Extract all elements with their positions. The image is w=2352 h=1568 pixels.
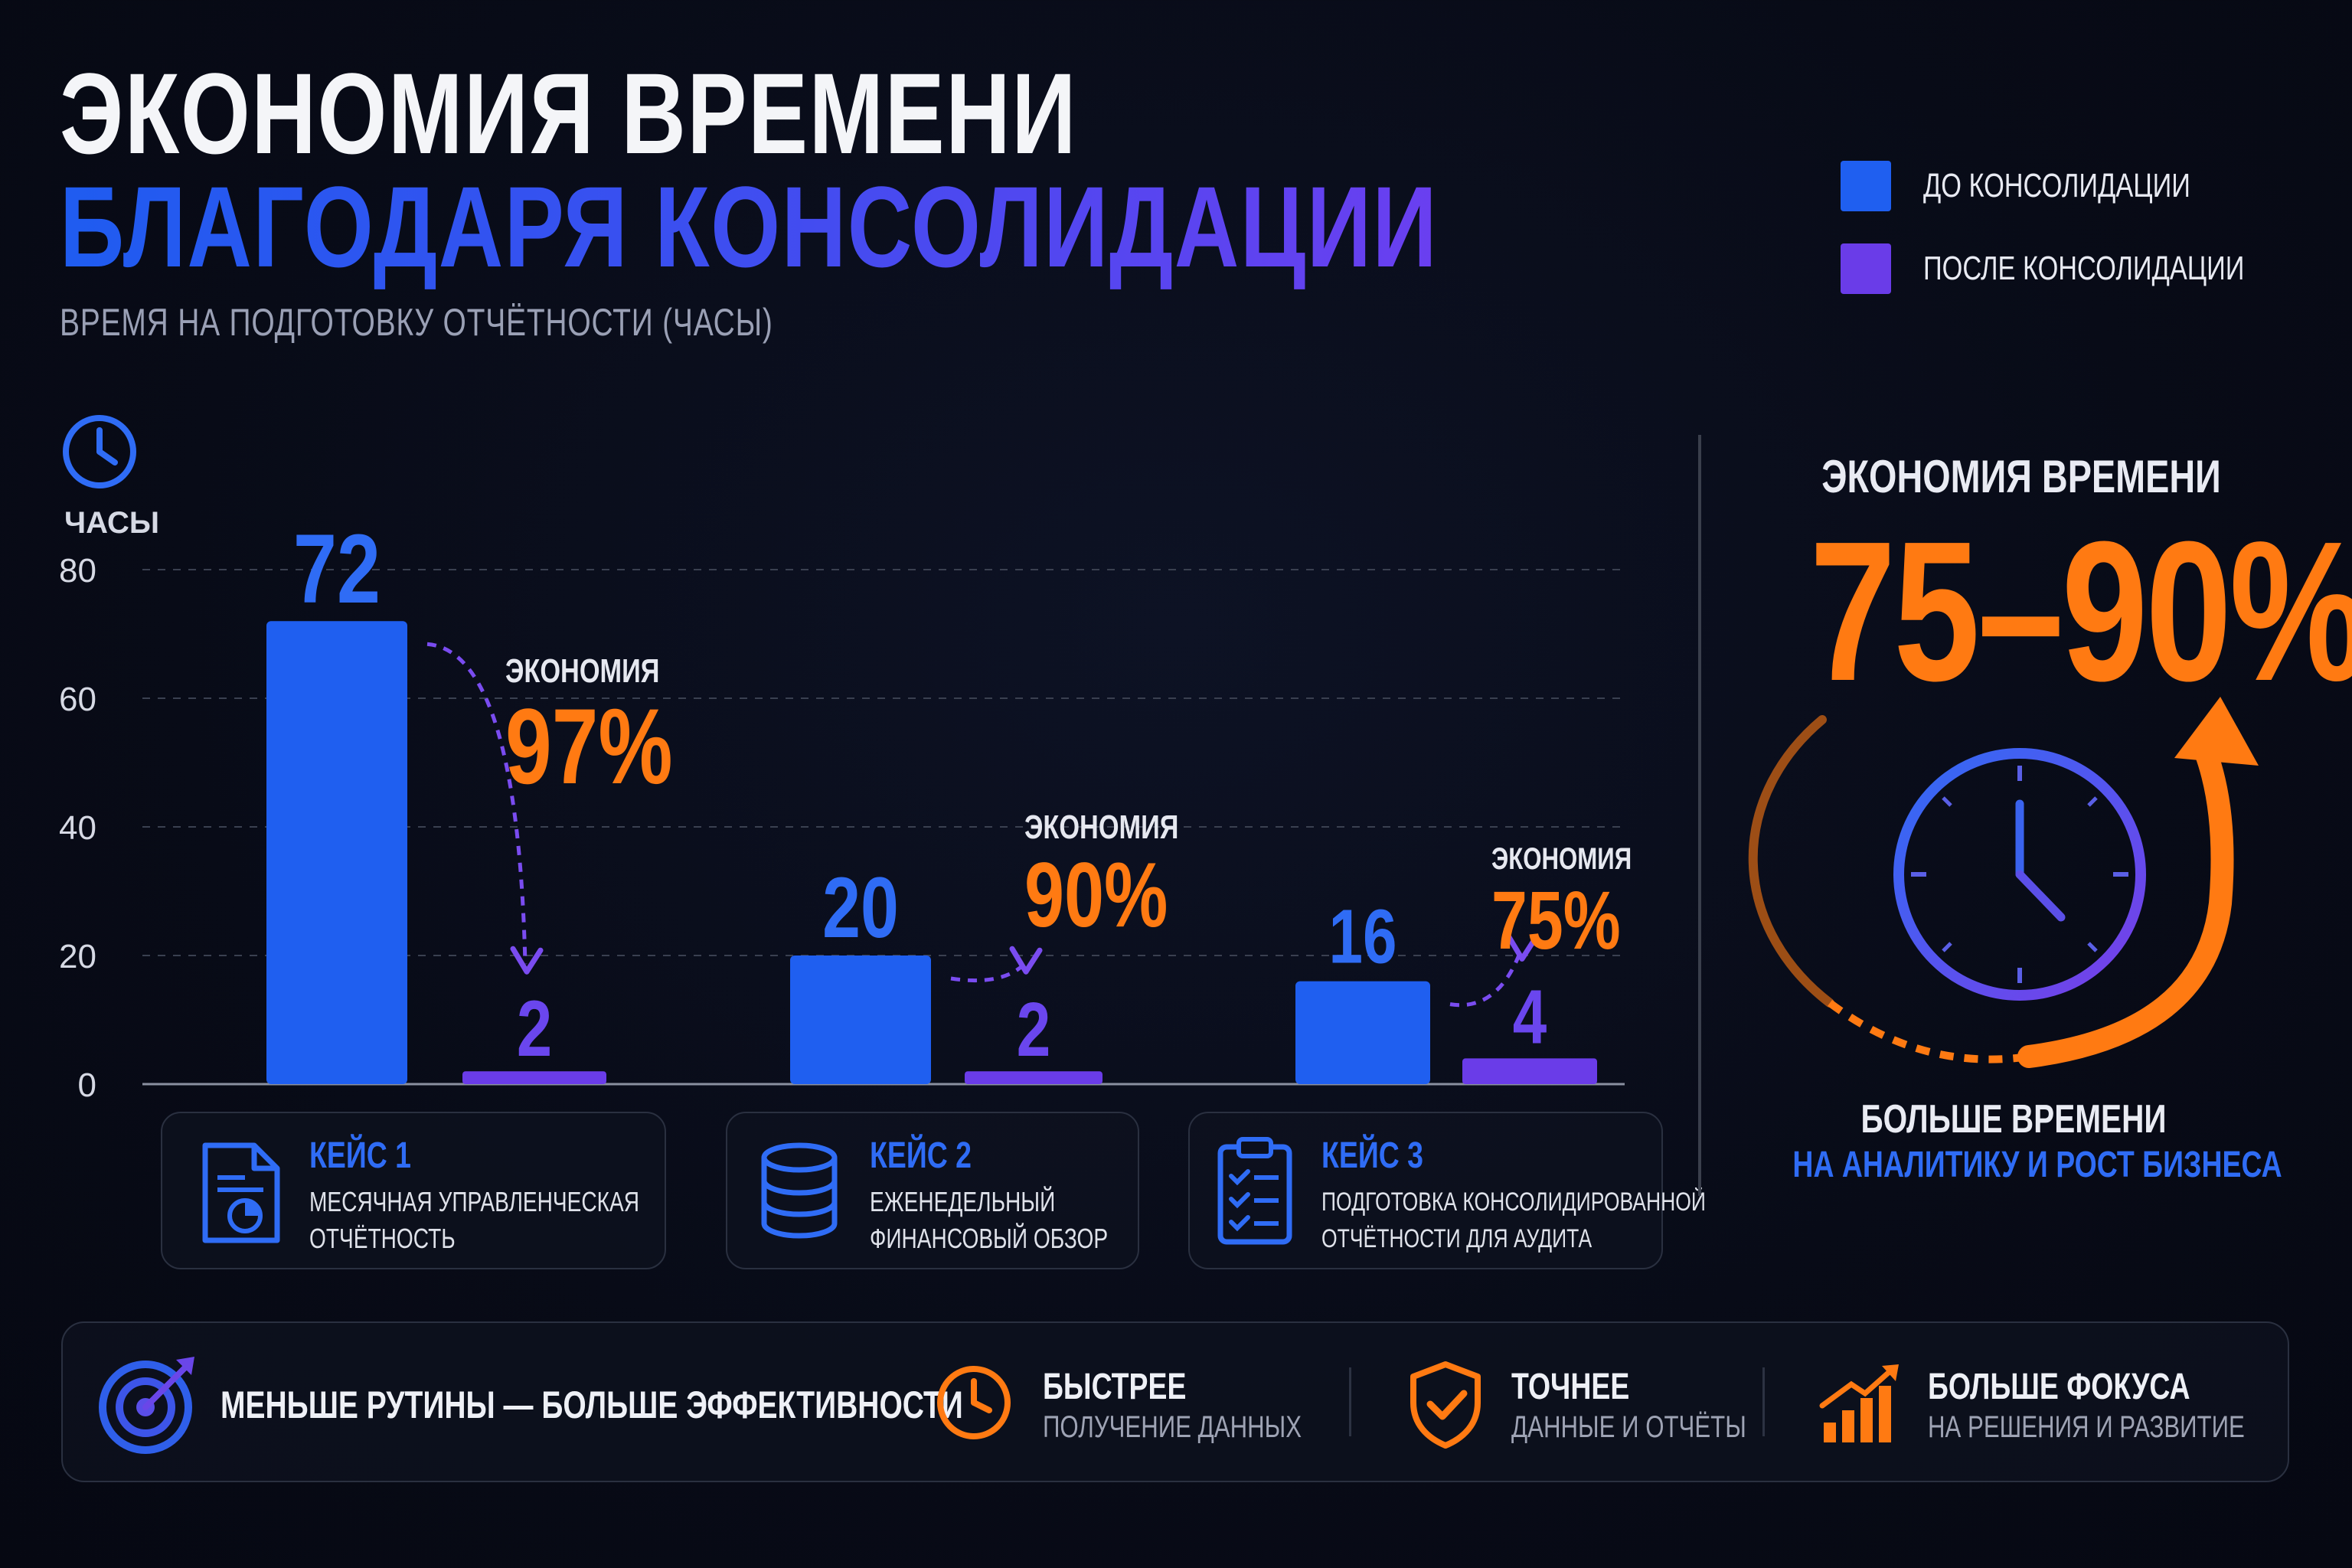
savings-value: 90% [1024, 844, 1168, 946]
case-title: КЕЙС 2 [870, 1135, 972, 1176]
case-desc-line2: ФИНАНСОВЫЙ ОБЗОР [870, 1223, 1109, 1254]
bar-after-label: 2 [1017, 988, 1050, 1073]
legend-label-before: ДО КОНСОЛИДАЦИИ [1923, 167, 2190, 204]
arrow-head-icon [510, 946, 544, 975]
case-card-2: КЕЙС 2 ЕЖЕНЕДЕЛЬНЫЙ ФИНАНСОВЫЙ ОБЗОР [726, 1112, 1139, 1269]
arrow-head-icon [1505, 933, 1539, 962]
clock-icon [937, 1366, 1011, 1439]
y-axis-label: ЧАСЫ [64, 506, 159, 540]
y-tick-label: 20 [59, 938, 96, 975]
case-desc-line1: ПОДГОТОВКА КОНСОЛИДИРОВАННОЙ [1321, 1187, 1706, 1217]
legend-swatch-after [1841, 243, 1891, 294]
case-title: КЕЙС 1 [309, 1135, 412, 1176]
report-document-icon [202, 1142, 280, 1243]
separator [1762, 1367, 1765, 1436]
legend-swatch-before [1841, 161, 1891, 211]
benefits-main-text: МЕНЬШЕ РУТИНЫ — БОЛЬШЕ ЭФФЕКТИВНОСТИ [220, 1383, 963, 1426]
dashed-arc [1828, 999, 2030, 1063]
savings-1: ЭКОНОМИЯ 97% [505, 652, 720, 808]
case-desc-line1: ЕЖЕНЕДЕЛЬНЫЙ [870, 1186, 1056, 1217]
benefit-title: БЫСТРЕЕ [1043, 1367, 1187, 1407]
bar-before [1295, 981, 1430, 1084]
case-card-3: КЕЙС 3 ПОДГОТОВКА КОНСОЛИДИРОВАННОЙ ОТЧЁ… [1188, 1112, 1706, 1269]
shield-check-icon [1410, 1361, 1481, 1449]
left-arc [1748, 715, 1834, 1008]
bar-before-label: 20 [822, 861, 899, 956]
savings-label: ЭКОНОМИЯ [1491, 842, 1632, 876]
case-title: КЕЙС 3 [1321, 1135, 1424, 1176]
right-arc [2017, 739, 2234, 1068]
case-desc-line1: МЕСЯЧНАЯ УПРАВЛЕНЧЕСКАЯ [309, 1186, 640, 1217]
benefit-sub: НА РЕШЕНИЯ И РАЗВИТИЕ [1928, 1410, 2245, 1444]
benefit-title: БОЛЬШЕ ФОКУСА [1928, 1367, 2190, 1407]
bar-chart: ЧАСЫ 0 20 40 60 80 72 2 20 2 16 4 [59, 415, 1625, 1104]
case-desc-line2: ОТЧЁТНОСТЬ [309, 1223, 456, 1254]
bar-before [266, 621, 407, 1084]
savings-arrow [426, 642, 528, 965]
cycle-clock-graphic [1748, 697, 2259, 1068]
benefits-bar: МЕНЬШЕ РУТИНЫ — БОЛЬШЕ ЭФФЕКТИВНОСТИ БЫС… [61, 1321, 2289, 1482]
y-tick-label: 40 [59, 809, 96, 847]
y-tick-label: 60 [59, 681, 96, 718]
savings-arrow [950, 962, 1026, 983]
divider [1698, 435, 1701, 1196]
benefit-title: ТОЧНЕЕ [1511, 1367, 1630, 1407]
summary-title: ЭКОНОМИЯ ВРЕМЕНИ [1821, 451, 2221, 502]
savings-2: ЭКОНОМИЯ 90% [1024, 808, 1222, 948]
savings-label: ЭКОНОМИЯ [505, 652, 660, 690]
bar-before-label: 72 [293, 514, 381, 624]
database-icon [761, 1142, 838, 1239]
bar-before [790, 956, 931, 1084]
chart-subtitle: ВРЕМЯ НА ПОДГОТОВКУ ОТЧЁТНОСТИ (ЧАСЫ) [60, 301, 773, 344]
target-icon [99, 1357, 194, 1454]
bar-after-label: 2 [517, 984, 552, 1073]
bar-after-label: 4 [1513, 975, 1547, 1060]
case-card-1: КЕЙС 1 МЕСЯЧНАЯ УПРАВЛЕНЧЕСКАЯ ОТЧЁТНОСТ… [161, 1112, 666, 1269]
y-tick-label: 0 [78, 1067, 96, 1104]
savings-3: ЭКОНОМИЯ 75% [1491, 842, 1671, 968]
legend-label-after: ПОСЛЕ КОНСОЛИДАЦИИ [1923, 250, 2245, 287]
bar-after [462, 1071, 606, 1084]
savings-value: 75% [1491, 874, 1621, 966]
savings-value: 97% [505, 686, 673, 806]
y-tick-label: 80 [59, 552, 96, 590]
benefit-sub: ПОЛУЧЕНИЕ ДАННЫХ [1043, 1410, 1302, 1444]
clock-axis-icon [63, 415, 136, 488]
bar-before-label: 16 [1329, 894, 1397, 980]
clock-icon [1893, 748, 2146, 1001]
summary-caption: БОЛЬШЕ ВРЕМЕНИ [1860, 1097, 2167, 1142]
summary-value: 75–90% [1809, 501, 2352, 723]
bar-after [1462, 1058, 1597, 1084]
legend: ДО КОНСОЛИДАЦИИ ПОСЛЕ КОНСОЛИДАЦИИ [1841, 161, 2300, 299]
case-desc-line2: ОТЧЁТНОСТИ ДЛЯ АУДИТА [1321, 1224, 1592, 1253]
checklist-clipboard-icon [1217, 1137, 1292, 1245]
arrow-head-icon [2174, 697, 2259, 766]
benefit-sub: ДАННЫЕ И ОТЧЁТЫ [1511, 1410, 1746, 1444]
growth-chart-icon [1819, 1364, 1899, 1442]
separator [1349, 1367, 1351, 1436]
savings-label: ЭКОНОМИЯ [1024, 808, 1179, 846]
summary-caption-accent: НА АНАЛИТИКУ И РОСТ БИЗНЕСА [1792, 1145, 2282, 1185]
bar-after [965, 1071, 1102, 1084]
page-title-accent: БЛАГОДАРЯ КОНСОЛИДАЦИИ [60, 161, 1438, 293]
arrow-head-icon [1009, 946, 1043, 975]
page-title: ЭКОНОМИЯ ВРЕМЕНИ [60, 49, 1077, 178]
